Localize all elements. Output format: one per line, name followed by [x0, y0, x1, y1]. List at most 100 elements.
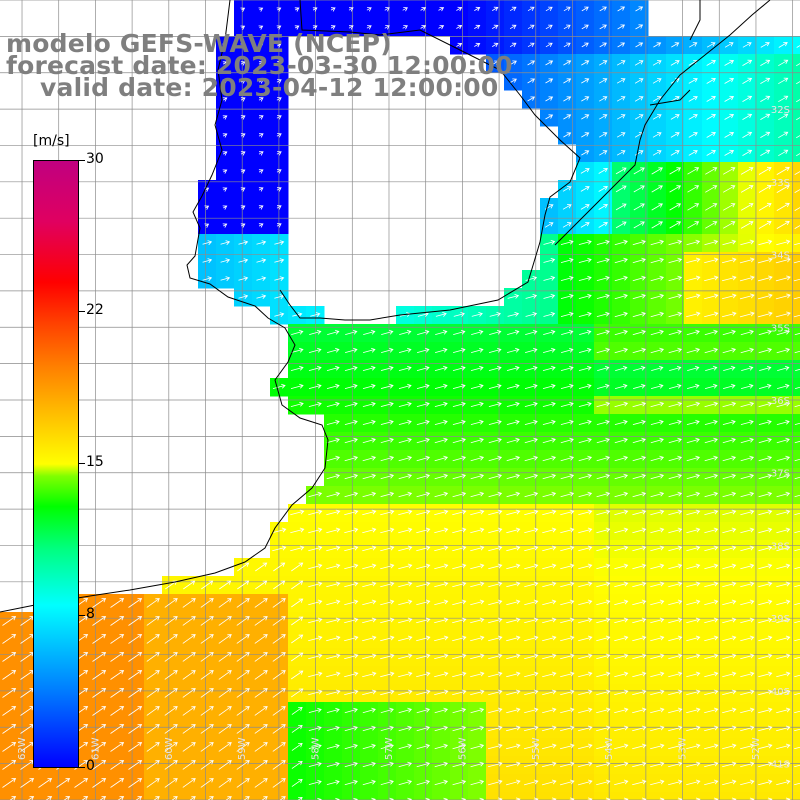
wind-arrow — [740, 509, 755, 516]
wind-arrow — [614, 437, 628, 444]
wind-arrow — [704, 329, 718, 336]
wind-cell — [792, 252, 800, 271]
wind-arrow — [380, 635, 395, 642]
wind-arrow — [742, 42, 752, 48]
latitude-label: 40S — [771, 687, 790, 698]
wind-arrow — [794, 728, 800, 732]
wind-arrow — [222, 205, 228, 210]
wind-arrow — [560, 491, 575, 498]
wind-arrow — [272, 616, 286, 626]
wind-arrow — [776, 437, 790, 444]
wind-arrow — [380, 401, 394, 407]
wind-arrow — [488, 455, 503, 462]
wind-arrow — [240, 223, 246, 228]
wind-arrow — [542, 401, 556, 407]
latitude-labels: 32S 33S 34S 35S 36S 37S 38S 39S 40S 41S — [771, 105, 790, 771]
wind-arrow — [668, 563, 683, 570]
wind-arrow — [99, 796, 107, 800]
wind-arrow — [506, 365, 520, 371]
wind-arrow — [362, 419, 376, 425]
wind-cell — [198, 792, 217, 800]
wind-arrow — [146, 652, 160, 662]
wind-arrow — [686, 653, 701, 660]
wind-arrow — [398, 383, 412, 389]
wind-arrow — [128, 706, 143, 716]
wind-arrow — [776, 527, 791, 534]
wind-arrow — [650, 617, 665, 624]
wind-arrow — [222, 187, 228, 192]
wind-arrow — [560, 707, 575, 714]
wind-arrow — [635, 6, 644, 12]
wind-arrow — [470, 617, 485, 624]
wind-arrow — [542, 473, 557, 480]
wind-arrow — [632, 761, 647, 768]
wind-arrow — [308, 383, 322, 389]
wind-arrow — [704, 311, 719, 318]
wind-arrow — [398, 455, 413, 462]
wind-arrow — [471, 312, 483, 317]
wind-arrow — [722, 347, 737, 354]
wind-arrow — [650, 383, 664, 389]
wind-arrow — [545, 60, 554, 66]
wind-arrow — [470, 599, 485, 606]
wind-arrow — [506, 419, 520, 425]
wind-arrow — [452, 347, 466, 353]
wind-arrow — [650, 509, 665, 516]
wind-arrow — [596, 455, 611, 462]
wind-arrow — [434, 491, 449, 498]
wind-arrow — [524, 581, 539, 588]
wind-arrow — [146, 742, 160, 752]
wind-arrow — [559, 779, 575, 786]
wind-arrow — [438, 25, 445, 30]
latitude-label: 35S — [771, 323, 790, 334]
wind-arrow — [776, 545, 791, 552]
wind-arrow — [326, 455, 341, 462]
wind-arrow — [758, 689, 773, 696]
wind-arrow — [291, 598, 304, 608]
wind-arrow — [362, 635, 377, 642]
wind-arrow — [670, 132, 680, 138]
wind-arrow — [487, 779, 503, 786]
wind-arrow — [434, 617, 449, 624]
wind-arrow — [326, 509, 341, 516]
wind-arrow — [470, 743, 485, 750]
wind-arrow — [758, 383, 772, 389]
wind-arrow — [560, 617, 575, 624]
wind-arrow — [635, 24, 644, 30]
wind-arrow — [236, 688, 250, 698]
wind-arrow — [366, 7, 372, 12]
wind-arrow — [182, 616, 196, 626]
wind-arrow — [668, 779, 683, 786]
wind-arrow — [452, 365, 466, 371]
wind-arrow — [543, 293, 556, 299]
wind-arrow — [668, 761, 683, 768]
wind-arrow — [668, 239, 683, 246]
wind-arrow — [524, 671, 539, 678]
wind-arrow — [686, 671, 701, 678]
wind-arrow — [668, 509, 683, 516]
wind-arrow — [525, 276, 538, 281]
wind-arrow — [290, 652, 304, 662]
wind-arrow — [470, 725, 485, 732]
wind-arrow — [81, 796, 89, 800]
wind-arrow — [398, 671, 413, 678]
wind-arrow — [598, 168, 608, 174]
wind-arrow — [542, 419, 556, 425]
wind-arrow — [758, 239, 773, 246]
wind-arrow — [578, 383, 592, 389]
wind-arrow — [218, 652, 232, 662]
wind-arrow — [523, 725, 539, 732]
wind-arrow — [596, 311, 610, 317]
wind-arrow — [740, 581, 755, 588]
wind-vectors — [2, 6, 800, 800]
wind-arrow — [509, 42, 517, 48]
wind-arrow — [238, 276, 249, 281]
wind-arrow — [470, 761, 485, 768]
wind-arrow — [92, 724, 107, 734]
wind-arrow — [182, 760, 196, 770]
wind-arrow — [758, 563, 773, 570]
wind-arrow — [758, 527, 773, 534]
wind-arrow — [279, 796, 286, 800]
wind-arrow — [581, 42, 589, 48]
wind-arrow — [740, 563, 755, 570]
